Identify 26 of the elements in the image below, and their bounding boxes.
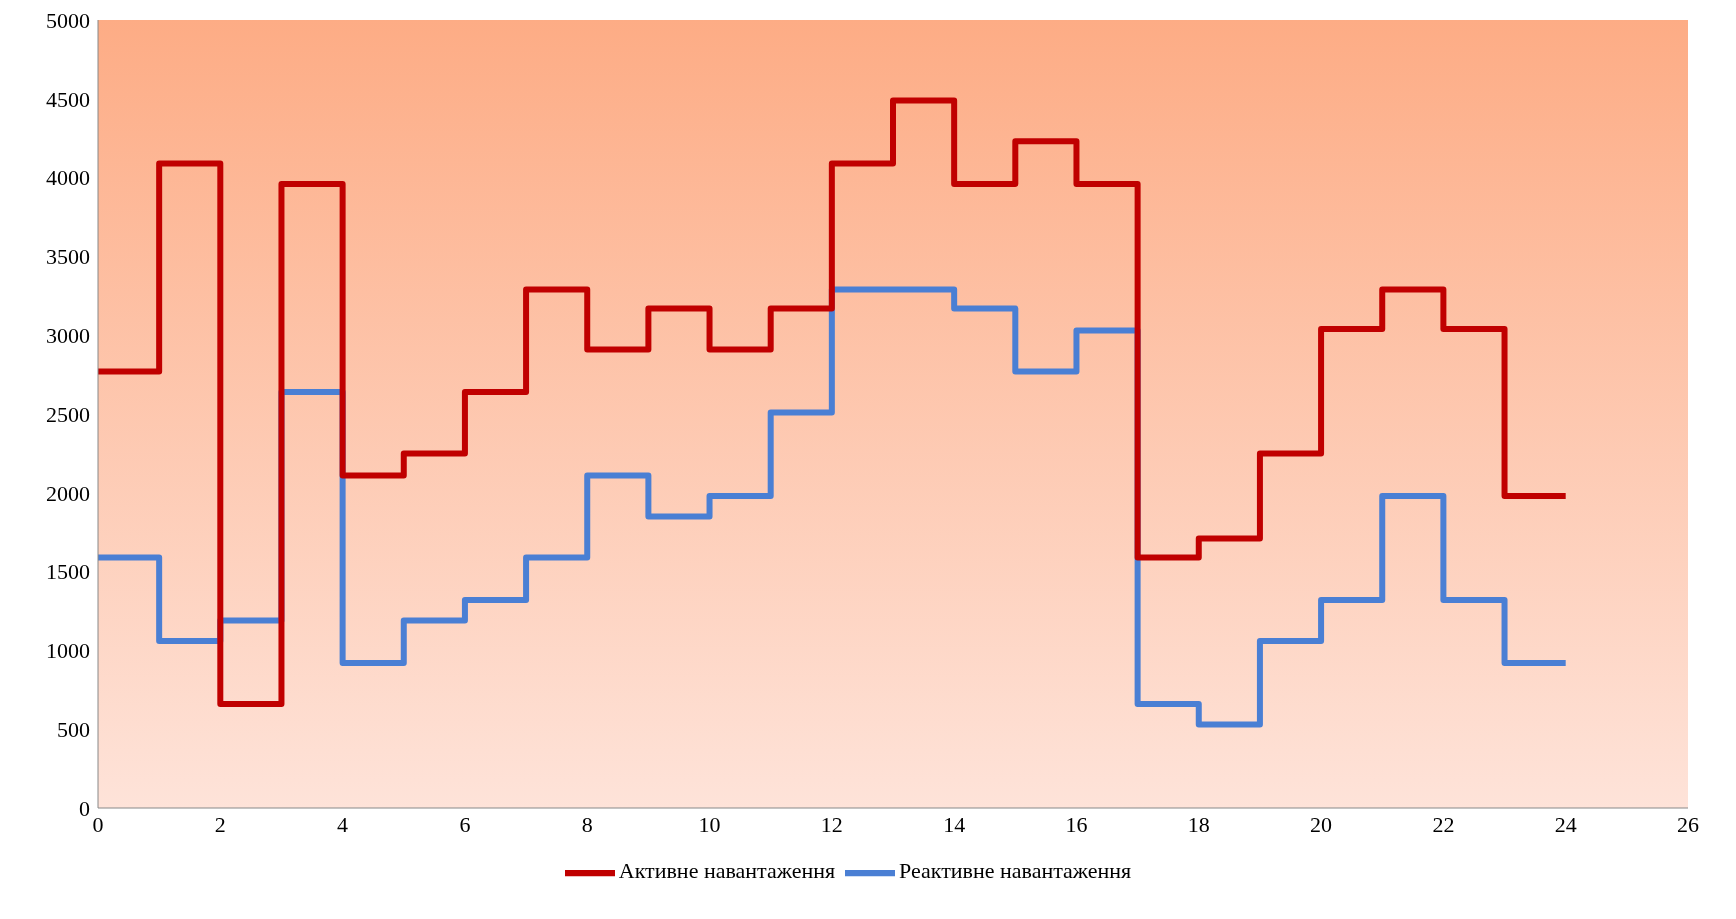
- x-tick-label: 4: [337, 811, 349, 837]
- legend-label: Активне навантаження: [618, 858, 836, 884]
- y-tick-label: 2000: [46, 480, 90, 506]
- y-tick-label: 4000: [46, 165, 90, 191]
- y-tick-label: 4500: [46, 86, 90, 112]
- x-tick-label: 6: [459, 811, 471, 837]
- x-tick-label: 18: [1187, 811, 1210, 837]
- y-tick-label: 0: [79, 795, 90, 821]
- x-tick-label: 20: [1310, 811, 1333, 837]
- x-tick-label: 26: [1677, 811, 1699, 837]
- x-tick-label: 8: [581, 811, 593, 837]
- x-tick-label: 12: [820, 811, 843, 837]
- x-tick-label: 10: [698, 811, 721, 837]
- y-tick-label: 2500: [46, 401, 90, 427]
- x-tick-label: 16: [1065, 811, 1088, 837]
- x-tick-label: 24: [1554, 811, 1577, 837]
- x-tick-label: 14: [943, 811, 966, 837]
- y-tick-label: 3500: [46, 244, 90, 270]
- y-tick-label: 1000: [46, 638, 90, 664]
- y-tick-label: 5000: [46, 7, 90, 33]
- x-tick-label: 22: [1432, 811, 1455, 837]
- y-tick-label: 3000: [46, 323, 90, 349]
- y-tick-label: 500: [57, 717, 90, 743]
- legend-label: Реактивне навантаження: [899, 858, 1132, 884]
- y-tick-label: 1500: [46, 559, 90, 585]
- x-tick-label: 2: [214, 811, 226, 837]
